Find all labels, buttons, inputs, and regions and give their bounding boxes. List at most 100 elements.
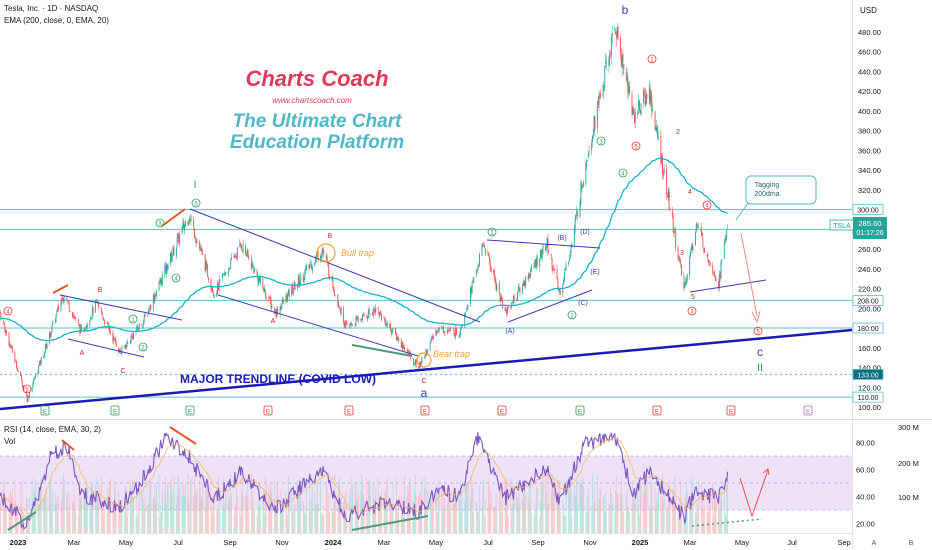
price-axis-ticks[interactable]: 480.00 460.00 440.00 420.00 400.00 380.00 360.…: [858, 28, 881, 412]
recent-support-line[interactable]: [689, 279, 767, 293]
earnings-letter: E: [43, 409, 48, 416]
volume-bar: [599, 487, 601, 533]
rsi-legend[interactable]: RSI (14, close, EMA, 30, 2): [4, 425, 101, 434]
volume-bar: [522, 493, 524, 533]
wave-number: 5: [25, 387, 29, 393]
volume-bar: [562, 499, 564, 533]
log-scale-button[interactable]: B: [909, 540, 914, 547]
volume-bar: [531, 511, 532, 533]
candle-body: [8, 332, 10, 346]
flag-lower-line[interactable]: [507, 289, 593, 323]
volume-bar: [229, 495, 231, 533]
earnings-marker[interactable]: [726, 405, 736, 416]
candle-body: [662, 173, 664, 177]
vol-legend[interactable]: Vol: [4, 437, 15, 446]
volume-bar: [86, 481, 87, 533]
volume-bar: [484, 500, 486, 533]
volume-bar: [81, 497, 83, 533]
drawings[interactable]: [0, 198, 853, 531]
earnings-marker[interactable]: [652, 405, 662, 416]
price-pane[interactable]: [0, 0, 852, 418]
volume-bar: [661, 511, 663, 533]
channel-upper-line[interactable]: [189, 208, 481, 323]
candle-body: [550, 254, 552, 257]
triangle-lower-line[interactable]: [67, 338, 145, 358]
volume-bar: [657, 501, 658, 533]
time-tick-label: Nov: [583, 538, 597, 547]
volume-bar: [536, 488, 538, 533]
earnings-marker[interactable]: [497, 405, 507, 416]
candle-body: [505, 310, 507, 311]
volume-bar: [173, 475, 175, 533]
earnings-marker[interactable]: [575, 405, 585, 416]
candle-body: [554, 268, 555, 270]
volume-bar: [371, 506, 373, 533]
rsi-axis-ticks[interactable]: 80.00 60.00 40.00 20.00: [856, 439, 875, 529]
volume-bar: [383, 508, 385, 533]
candle-body: [643, 92, 645, 94]
earnings-marker[interactable]: [420, 405, 430, 416]
volume-bar: [507, 494, 509, 533]
volume-axis-ticks[interactable]: 300 M 200 M 100 M: [898, 423, 919, 502]
channel-lower-line[interactable]: [217, 294, 419, 357]
candle-body: [328, 265, 330, 277]
major-trendline[interactable]: [0, 328, 853, 411]
volume-bar: [292, 510, 294, 533]
candle-body: [218, 279, 220, 290]
triangle-upper-line[interactable]: [59, 294, 183, 321]
earnings-marker[interactable]: [344, 405, 354, 416]
time-tick-label: 2023: [10, 538, 27, 547]
time-axis-labels[interactable]: 2023 Mar May Jul Sep Nov 2024 Mar May Jul Sep Nov 20…: [10, 538, 851, 547]
tagging-box[interactable]: [745, 175, 817, 205]
volume-bar: [385, 491, 387, 533]
volume-bar: [721, 492, 723, 533]
wave-number: 3: [690, 309, 694, 315]
earnings-marker[interactable]: [40, 405, 50, 416]
volume-bar: [119, 510, 120, 533]
candle-body: [604, 66, 606, 87]
symbol-legend[interactable]: Tesla, Inc. · 1D · NASDAQ: [4, 4, 98, 13]
candle-body: [131, 336, 133, 337]
volume-bar: [212, 513, 214, 533]
volume-bar: [662, 501, 664, 533]
earnings-letter: E: [655, 409, 660, 416]
candle-body: [427, 351, 429, 354]
candle-body: [61, 297, 63, 303]
level-price-text: 208.00: [857, 298, 879, 305]
earnings-marker[interactable]: [110, 405, 120, 416]
volume-bar: [534, 502, 536, 533]
volume-bar: [43, 496, 45, 533]
flag-upper-line[interactable]: [486, 239, 601, 249]
volume-bar: [250, 473, 252, 533]
volume-bar: [129, 482, 131, 533]
earnings-marker[interactable]: [185, 405, 195, 416]
candle-body: [444, 331, 446, 333]
candle-body: [228, 268, 230, 270]
candle-body: [591, 136, 593, 142]
volume-bar: [718, 494, 719, 533]
volume-bar: [322, 506, 324, 533]
time-tick-label: 2024: [325, 538, 343, 547]
volume-bar: [264, 513, 265, 533]
ema-legend[interactable]: EMA (200, close, 0, EMA, 20): [4, 16, 109, 25]
tagging-callout[interactable]: Tagging 200dma: [745, 175, 817, 205]
horizontal-levels[interactable]: [0, 209, 852, 398]
auto-scale-button[interactable]: A: [872, 540, 877, 547]
candle-body: [574, 219, 576, 231]
earnings-marker[interactable]: [803, 405, 813, 416]
candle-body: [288, 290, 290, 297]
candle-body: [133, 333, 134, 340]
candle-body: [52, 321, 54, 326]
candle-body: [657, 127, 658, 138]
volume-bar: [568, 475, 569, 533]
volume-bar: [608, 505, 610, 533]
earnings-marker[interactable]: [263, 405, 273, 416]
volume-bar: [680, 505, 682, 533]
price-tick-label: 360.00: [858, 146, 881, 155]
rsi-projection-path: [739, 469, 769, 518]
candle-body: [442, 327, 443, 328]
candle-body: [23, 386, 25, 391]
candle-body: [287, 290, 289, 295]
